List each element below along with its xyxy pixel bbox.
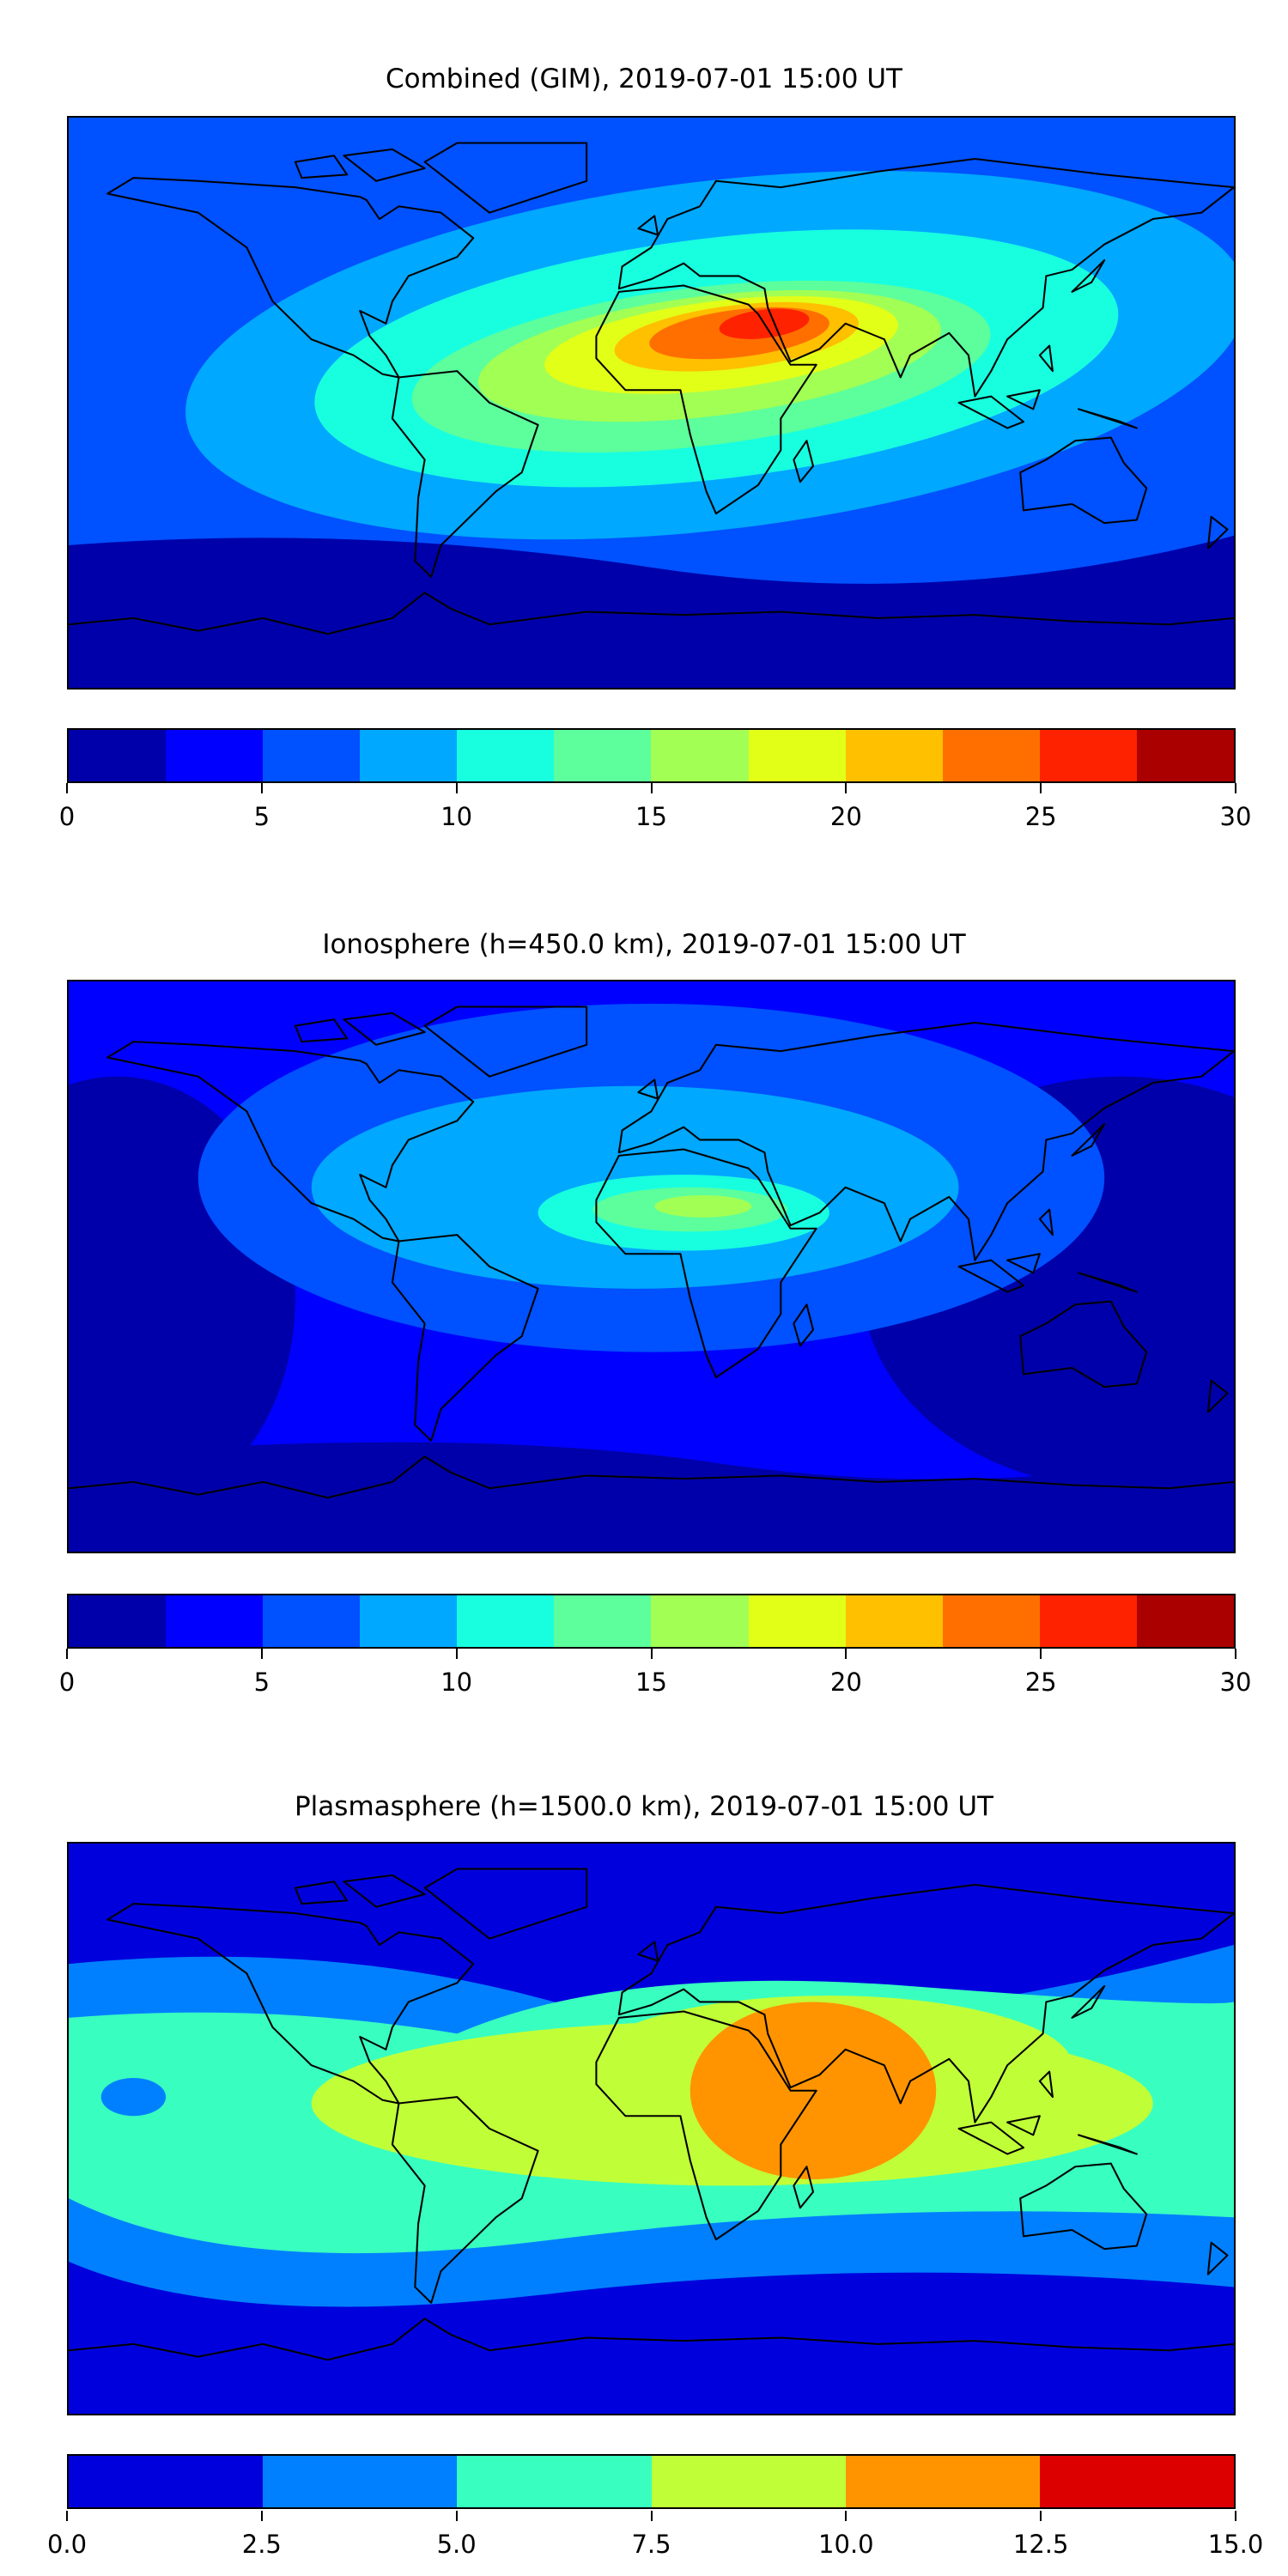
- colorbar-combined: [67, 728, 1236, 783]
- tick-label: 25: [1024, 802, 1057, 831]
- plot-title-plasmasphere: Plasmasphere (h=1500.0 km), 2019-07-01 1…: [294, 1791, 993, 1822]
- colorbar-segment: [942, 730, 1040, 781]
- tick-label: 20: [829, 802, 862, 831]
- tick-mark: [455, 2511, 458, 2521]
- colorbar-segment: [1039, 1595, 1137, 1647]
- plot-title-combined: Combined (GIM), 2019-07-01 15:00 UT: [386, 64, 902, 94]
- tick-mark: [66, 783, 68, 793]
- tick-mark: [455, 1649, 458, 1659]
- tick-mark: [455, 783, 458, 793]
- colorbar-segment: [1136, 1595, 1234, 1647]
- colorbar-segment: [554, 730, 652, 781]
- colorbar-segment: [845, 730, 943, 781]
- tick-mark: [845, 1649, 848, 1659]
- tick-mark: [845, 2511, 848, 2521]
- tick-label: 15: [635, 1668, 667, 1697]
- tick-mark: [1235, 2511, 1236, 2521]
- colorbar-segment: [845, 1595, 943, 1647]
- tick-label: 10: [440, 802, 473, 831]
- tick-mark: [650, 1649, 653, 1659]
- colorbar-segment: [845, 2456, 1040, 2507]
- colorbar-segment: [651, 2456, 846, 2507]
- tick-mark: [650, 2511, 653, 2521]
- tick-label: 15: [635, 802, 667, 831]
- colorbar-segment: [1039, 2456, 1235, 2507]
- tick-mark: [66, 1649, 68, 1659]
- colorbar-segment: [748, 1595, 846, 1647]
- tick-mark: [650, 783, 653, 793]
- colorbar-segment: [69, 2456, 264, 2507]
- colorbar-segment: [166, 1595, 264, 1647]
- tick-label: 5: [253, 802, 270, 831]
- tick-label: 0: [58, 802, 76, 831]
- tick-mark: [260, 783, 263, 793]
- tick-label: 5.0: [436, 2530, 477, 2559]
- colorbar-segment: [748, 730, 846, 781]
- tick-mark: [1040, 783, 1042, 793]
- tick-label: 25: [1024, 1668, 1057, 1697]
- tick-label: 30: [1219, 802, 1252, 831]
- colorbar-segment: [69, 730, 167, 781]
- colorbar-segment: [166, 730, 264, 781]
- tick-label: 20: [829, 1668, 862, 1697]
- colorbar-segment: [457, 730, 555, 781]
- colorbar-plasmasphere: [67, 2454, 1236, 2509]
- tick-mark: [1040, 2511, 1042, 2521]
- tick-mark: [260, 2511, 263, 2521]
- colorbar-segment: [1039, 730, 1137, 781]
- tick-label: 10.0: [818, 2530, 874, 2559]
- map-plasmasphere: [67, 1842, 1236, 2415]
- colorbar-ticks-plasmasphere: 0.0 2.5 5.0 7.5 10.0 12.5 15.0: [47, 2511, 1263, 2562]
- colorbar-ticks-ionosphere: 0 5 10 15 20 25 30: [59, 1649, 1251, 1700]
- tick-label: 0: [58, 1668, 76, 1697]
- tick-label: 2.5: [241, 2530, 282, 2559]
- colorbar-ticks-combined: 0 5 10 15 20 25 30: [59, 783, 1251, 835]
- colorbar-segment: [263, 1595, 361, 1647]
- tick-label: 10: [440, 1668, 473, 1697]
- map-combined: [67, 116, 1236, 690]
- colorbar-segment: [69, 1595, 167, 1647]
- colorbar-segment: [942, 1595, 1040, 1647]
- colorbar-segment: [457, 2456, 652, 2507]
- colorbar-segment: [263, 2456, 458, 2507]
- map-ionosphere: [67, 980, 1236, 1553]
- tick-label: 5: [253, 1668, 270, 1697]
- tick-mark: [1235, 1649, 1236, 1659]
- colorbar-ionosphere: [67, 1594, 1236, 1649]
- colorbar-segment: [554, 1595, 652, 1647]
- tick-mark: [260, 1649, 263, 1659]
- colorbar-segment: [263, 730, 361, 781]
- tick-label: 30: [1219, 1668, 1252, 1697]
- colorbar-segment: [360, 730, 458, 781]
- colorbar-segment: [651, 730, 749, 781]
- tick-mark: [1235, 783, 1236, 793]
- colorbar-segment: [457, 1595, 555, 1647]
- colorbar-segment: [651, 1595, 749, 1647]
- colorbar-segment: [360, 1595, 458, 1647]
- colorbar-segment: [1136, 730, 1234, 781]
- tick-label: 7.5: [631, 2530, 671, 2559]
- tick-mark: [66, 2511, 68, 2521]
- tick-mark: [1040, 1649, 1042, 1659]
- tick-label: 0.0: [46, 2530, 88, 2559]
- tick-label: 12.5: [1012, 2530, 1069, 2559]
- tick-mark: [845, 783, 848, 793]
- plot-title-ionosphere: Ionosphere (h=450.0 km), 2019-07-01 15:0…: [322, 929, 966, 960]
- tick-label: 15.0: [1207, 2530, 1264, 2559]
